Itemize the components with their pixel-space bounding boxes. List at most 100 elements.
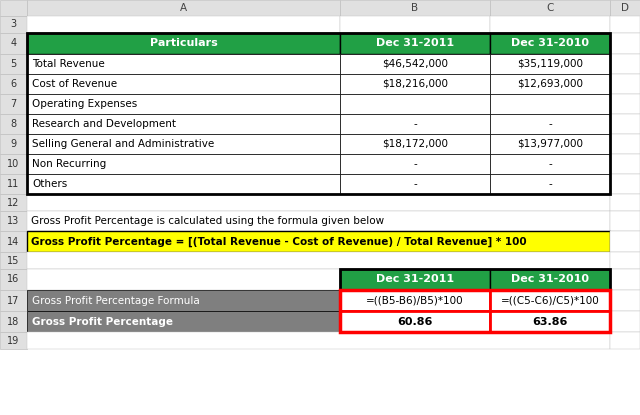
Bar [0,16,27,33]
Text: $18,216,000: $18,216,000 [382,79,448,89]
Text: Non Recurring: Non Recurring [32,159,106,169]
Text: 3: 3 [10,20,17,29]
Bar [27,269,340,290]
Text: -: - [413,159,417,169]
Text: -: - [548,159,552,169]
Text: Others: Others [32,179,67,189]
Text: 6: 6 [10,79,17,89]
Bar [27,33,610,194]
Text: $13,977,000: $13,977,000 [517,139,583,149]
Text: 13: 13 [8,216,20,226]
Bar [0,94,27,114]
Bar [0,194,27,211]
Bar [490,94,610,114]
Bar [0,231,27,252]
Bar [0,54,27,74]
Bar [340,311,490,332]
Bar [610,74,640,94]
Bar [610,114,640,134]
Text: 11: 11 [8,179,20,189]
Bar [610,174,640,194]
Bar [340,54,490,74]
Text: C: C [547,3,554,13]
Bar [490,154,610,174]
Bar [0,311,27,332]
Bar [27,16,340,33]
Bar [0,332,27,349]
Text: Total Revenue: Total Revenue [32,59,105,69]
Text: 63.86: 63.86 [532,317,568,327]
Bar [0,154,27,174]
Text: $12,693,000: $12,693,000 [517,79,583,89]
Bar [340,174,490,194]
Bar [27,194,610,211]
Bar [610,0,640,16]
Text: A: A [180,3,187,13]
Bar [490,311,610,332]
Bar [490,134,610,154]
Bar [490,269,610,290]
Text: Cost of Revenue: Cost of Revenue [32,79,117,89]
Bar [610,134,640,154]
Bar [0,74,27,94]
Bar [610,252,640,269]
Text: 17: 17 [7,295,20,305]
Text: Dec 31-2010: Dec 31-2010 [511,39,589,49]
Bar [340,290,610,332]
Bar [0,174,27,194]
Text: =((C5-C6)/C5)*100: =((C5-C6)/C5)*100 [500,295,600,305]
Bar [0,33,27,54]
Bar [610,54,640,74]
Text: 9: 9 [10,139,17,149]
Text: 7: 7 [10,99,17,109]
Bar [27,74,340,94]
Text: 8: 8 [10,119,17,129]
Bar [610,211,640,231]
Text: Particulars: Particulars [150,39,218,49]
Bar [490,114,610,134]
Bar [610,154,640,174]
Bar [0,252,27,269]
Text: Operating Expenses: Operating Expenses [32,99,137,109]
Text: 19: 19 [8,335,20,346]
Text: $18,172,000: $18,172,000 [382,139,448,149]
Text: D: D [621,3,629,13]
Text: -: - [548,119,552,129]
Text: Selling General and Administrative: Selling General and Administrative [32,139,214,149]
Bar [610,332,640,349]
Text: -: - [413,179,417,189]
Text: Dec 31-2011: Dec 31-2011 [376,39,454,49]
Bar [490,54,610,74]
Bar [27,33,340,54]
Bar [0,0,27,16]
Text: 10: 10 [8,159,20,169]
Text: 16: 16 [8,274,20,285]
Bar [0,114,27,134]
Text: 12: 12 [7,198,20,208]
Bar [27,332,610,349]
Bar [27,290,340,311]
Bar [27,174,340,194]
Bar [27,134,340,154]
Text: Dec 31-2010: Dec 31-2010 [511,274,589,285]
Bar [340,16,490,33]
Bar [610,269,640,290]
Text: Dec 31-2011: Dec 31-2011 [376,274,454,285]
Bar [27,94,340,114]
Bar [610,33,640,54]
Bar [27,252,610,269]
Bar [340,0,490,16]
Bar [610,94,640,114]
Bar [490,33,610,54]
Bar [340,33,490,54]
Bar [490,290,610,311]
Bar [0,269,27,290]
Bar [610,290,640,311]
Bar [340,114,490,134]
Bar [27,154,340,174]
Bar [340,269,610,332]
Text: Gross Profit Percentage: Gross Profit Percentage [32,317,173,327]
Text: Gross Profit Percentage Formula: Gross Profit Percentage Formula [32,295,200,305]
Bar [27,54,340,74]
Bar [340,94,490,114]
